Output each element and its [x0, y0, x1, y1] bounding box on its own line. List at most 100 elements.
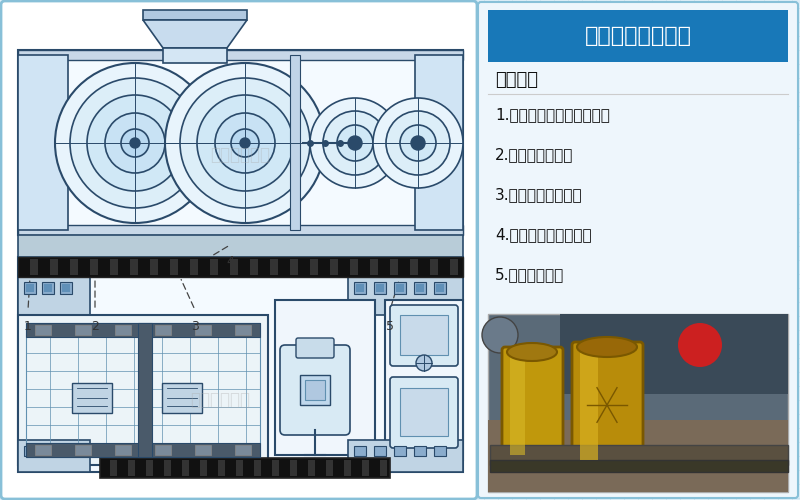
FancyBboxPatch shape: [280, 345, 350, 435]
Bar: [235, 445, 251, 455]
Bar: [150, 259, 158, 275]
Bar: [100, 458, 390, 478]
Bar: [24, 282, 36, 294]
Bar: [18, 50, 463, 235]
Circle shape: [482, 317, 518, 353]
Bar: [18, 257, 463, 277]
Bar: [436, 284, 444, 292]
Bar: [42, 446, 54, 456]
Bar: [155, 325, 171, 335]
Bar: [376, 284, 384, 292]
Bar: [414, 282, 426, 294]
Circle shape: [411, 136, 425, 150]
Bar: [182, 460, 189, 476]
Bar: [330, 259, 338, 275]
Bar: [146, 460, 153, 476]
Text: 2.　弹簧（压力）: 2. 弹簧（压力）: [495, 148, 574, 162]
Bar: [35, 325, 51, 335]
Bar: [115, 325, 131, 335]
Circle shape: [130, 138, 140, 148]
Bar: [310, 259, 318, 275]
FancyBboxPatch shape: [572, 342, 643, 468]
Circle shape: [400, 125, 436, 161]
Bar: [348, 440, 463, 472]
Text: 皮带对辊机结构图: 皮带对辊机结构图: [585, 26, 691, 46]
Text: 主要部件: 主要部件: [495, 71, 538, 89]
Bar: [385, 300, 463, 460]
Bar: [490, 445, 788, 465]
Bar: [18, 440, 90, 472]
Bar: [370, 259, 378, 275]
Bar: [400, 388, 448, 436]
Bar: [75, 445, 91, 455]
Bar: [155, 445, 171, 455]
Bar: [143, 10, 247, 20]
Bar: [580, 350, 598, 460]
Ellipse shape: [526, 368, 545, 422]
Text: 5: 5: [386, 320, 394, 333]
Bar: [170, 259, 178, 275]
Bar: [354, 282, 366, 294]
Bar: [414, 446, 426, 456]
Bar: [344, 460, 351, 476]
Circle shape: [105, 113, 165, 173]
Text: 河南金联机械: 河南金联机械: [210, 146, 270, 164]
Bar: [362, 460, 369, 476]
FancyBboxPatch shape: [502, 347, 563, 463]
Circle shape: [678, 323, 722, 367]
Bar: [75, 325, 91, 335]
Bar: [490, 460, 788, 472]
Bar: [50, 259, 58, 275]
Bar: [26, 284, 34, 292]
Bar: [374, 446, 386, 456]
Text: 1: 1: [24, 320, 32, 333]
Bar: [290, 460, 297, 476]
Bar: [72, 383, 112, 413]
Bar: [400, 315, 448, 355]
Bar: [128, 460, 135, 476]
Text: 4.　刃板（处理湿料）: 4. 刃板（处理湿料）: [495, 228, 592, 242]
Text: 1.　调节螺栋（调节弹簧）: 1. 调节螺栋（调节弹簧）: [495, 108, 610, 122]
Text: 河南金联机械: 河南金联机械: [190, 391, 250, 409]
Bar: [18, 235, 463, 257]
Circle shape: [55, 63, 215, 223]
Circle shape: [373, 98, 463, 188]
Bar: [308, 460, 315, 476]
Ellipse shape: [507, 343, 557, 361]
FancyBboxPatch shape: [390, 305, 458, 366]
Bar: [510, 355, 525, 455]
Bar: [305, 380, 325, 400]
Bar: [488, 10, 788, 62]
Bar: [394, 446, 406, 456]
Bar: [130, 259, 138, 275]
Bar: [18, 277, 90, 315]
Circle shape: [215, 113, 275, 173]
Bar: [44, 284, 52, 292]
Bar: [272, 460, 279, 476]
Bar: [390, 259, 398, 275]
Bar: [60, 446, 72, 456]
Circle shape: [165, 63, 325, 223]
Ellipse shape: [530, 380, 541, 410]
Bar: [110, 460, 117, 476]
Bar: [450, 259, 458, 275]
Circle shape: [231, 129, 259, 157]
Circle shape: [121, 129, 149, 157]
Text: 3: 3: [191, 320, 199, 333]
Circle shape: [337, 125, 373, 161]
Bar: [218, 460, 225, 476]
Ellipse shape: [527, 374, 542, 416]
Circle shape: [70, 78, 200, 208]
FancyBboxPatch shape: [478, 2, 798, 498]
Bar: [26, 443, 260, 457]
Bar: [60, 282, 72, 294]
Bar: [396, 284, 404, 292]
Bar: [350, 259, 358, 275]
Bar: [235, 325, 251, 335]
Ellipse shape: [577, 337, 637, 357]
Bar: [354, 446, 366, 456]
Bar: [62, 284, 70, 292]
Text: 4: 4: [226, 255, 234, 268]
Bar: [163, 48, 227, 63]
Bar: [560, 314, 788, 394]
